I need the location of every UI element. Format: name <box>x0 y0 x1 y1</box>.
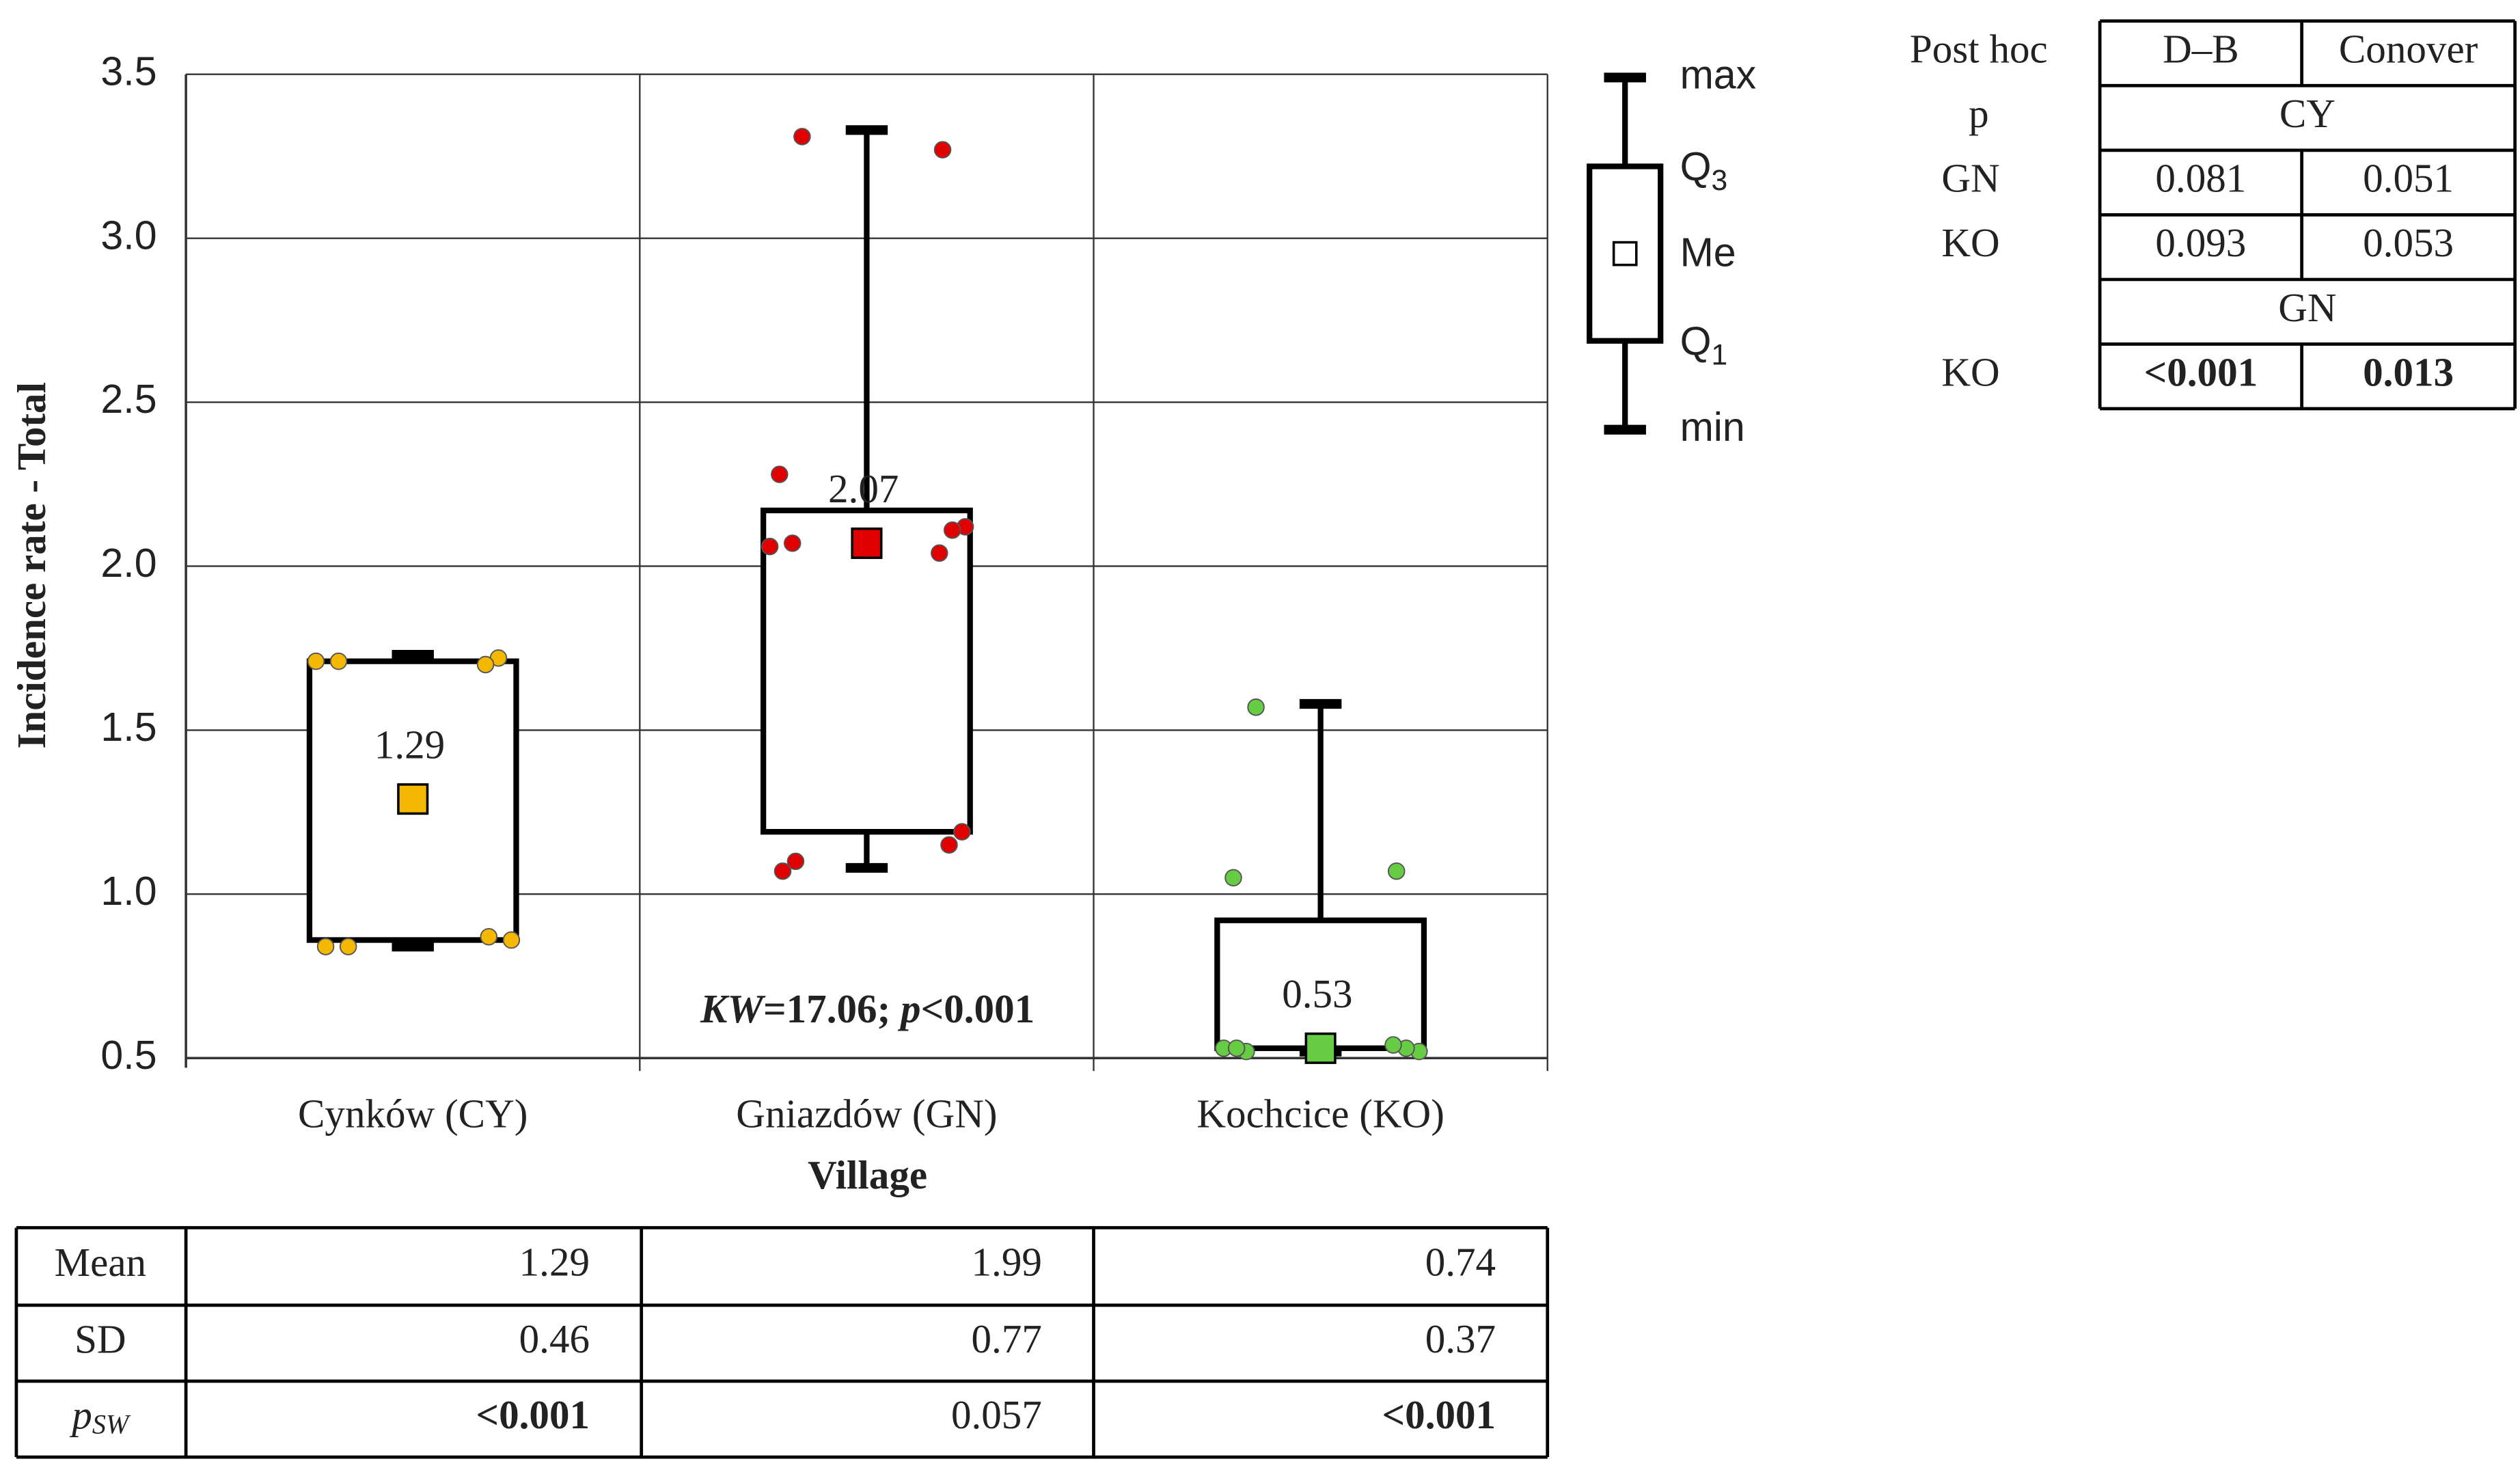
data-point <box>329 652 348 670</box>
data-point <box>480 927 498 946</box>
data-point <box>773 862 792 880</box>
legend-main: min <box>1680 404 1745 449</box>
legend-sub: 3 <box>1712 164 1728 197</box>
annotation-part: p <box>897 986 921 1031</box>
cell: 0.081 <box>2155 156 2246 201</box>
legend-main: max <box>1680 52 1757 97</box>
annotation-part: <0.001 <box>921 986 1035 1031</box>
group-header: GN <box>2278 285 2336 330</box>
data-point <box>316 938 335 955</box>
data-point <box>940 836 958 854</box>
y-tick-label: 3.5 <box>100 49 156 94</box>
box-group: 1.29 <box>306 649 521 955</box>
cell: 0.37 <box>1425 1316 1496 1361</box>
cell: 1.99 <box>972 1240 1042 1285</box>
cell: <0.001 <box>1382 1392 1496 1437</box>
data-point <box>1247 698 1265 716</box>
cell: 0.051 <box>2363 156 2454 201</box>
header-cell: D–B <box>2163 27 2239 72</box>
data-point <box>793 128 811 146</box>
header-cell: Post hoc <box>1910 27 2048 72</box>
row-label: Mean <box>55 1240 147 1285</box>
y-tick-label: 2.5 <box>100 377 156 422</box>
data-point <box>761 537 779 556</box>
median-label: 1.29 <box>374 722 445 767</box>
legend-main: Me <box>1680 230 1736 275</box>
cell: 0.093 <box>2155 220 2246 265</box>
row-label: GN <box>1941 156 1999 201</box>
data-point <box>1224 869 1242 887</box>
row-label-part: p <box>69 1392 92 1437</box>
data-point <box>1227 1039 1246 1057</box>
data-point <box>786 852 805 871</box>
data-point <box>1387 862 1406 880</box>
cell: 0.77 <box>972 1316 1042 1361</box>
row-label: SD <box>74 1316 126 1361</box>
row-label: KO <box>1941 220 1999 265</box>
x-tick-label: Kochcice (KO) <box>1196 1091 1444 1136</box>
median-marker <box>1304 1032 1337 1064</box>
data-point <box>931 544 948 562</box>
legend-main: Q <box>1680 318 1712 364</box>
annotation-part: KW <box>700 986 765 1031</box>
legend-label: min <box>1680 404 1745 449</box>
row-label-part: SD <box>74 1316 126 1361</box>
cell: 0.057 <box>951 1392 1042 1437</box>
cell: 0.053 <box>2363 220 2454 265</box>
group-header: CY <box>2279 91 2336 136</box>
header-cell: Conover <box>2339 27 2478 72</box>
y-tick-label: 2.0 <box>100 541 156 586</box>
data-point <box>943 521 961 539</box>
data-point <box>476 655 495 674</box>
legend-label: Q1 <box>1680 318 1728 372</box>
legend-label: max <box>1680 52 1757 97</box>
y-axis-title: Incidence rate - Total <box>9 382 54 749</box>
sub-header: p <box>1969 91 1989 136</box>
median-label: 2.07 <box>828 466 899 511</box>
data-point <box>307 652 325 670</box>
cell: 1.29 <box>519 1240 590 1285</box>
y-tick-label: 1.5 <box>100 705 156 750</box>
x-axis-title: Village <box>808 1152 927 1197</box>
legend-main: Q <box>1680 144 1712 189</box>
row-label-part: SW <box>92 1409 131 1440</box>
box-group: 2.07 <box>761 125 974 880</box>
data-point <box>771 465 789 483</box>
cell: <0.001 <box>2144 349 2258 394</box>
legend-sub: 1 <box>1712 339 1728 372</box>
row-label: pSW <box>69 1392 131 1439</box>
box-group: 0.53 <box>1214 698 1428 1064</box>
data-point <box>502 931 521 949</box>
median-marker <box>851 527 883 559</box>
annotation-part: =17.06; <box>763 986 901 1031</box>
data-point <box>783 534 802 552</box>
x-tick-label: Gniazdów (GN) <box>736 1091 997 1136</box>
row-label: KO <box>1941 349 1999 394</box>
legend-box <box>1587 163 1664 344</box>
data-point <box>339 938 357 955</box>
data-point <box>953 823 971 841</box>
cell: <0.001 <box>476 1392 590 1437</box>
row-label-part: Mean <box>55 1240 147 1285</box>
median-label: 0.53 <box>1282 971 1352 1016</box>
y-tick-label: 0.5 <box>100 1033 156 1078</box>
data-point <box>933 141 952 159</box>
y-tick-label: 3.0 <box>100 213 156 258</box>
x-tick-label: Cynków (CY) <box>298 1091 528 1136</box>
y-tick-label: 1.0 <box>100 869 156 914</box>
data-point <box>1384 1036 1402 1054</box>
box <box>761 507 973 835</box>
annotation: KW=17.06; p<0.001 <box>700 986 1035 1031</box>
cell: 0.74 <box>1425 1240 1496 1285</box>
legend-label: Me <box>1680 230 1736 275</box>
legend-median <box>1612 241 1638 267</box>
median-marker <box>397 783 429 815</box>
cell: 0.46 <box>519 1316 590 1361</box>
cell: 0.013 <box>2363 349 2454 394</box>
legend-label: Q3 <box>1680 144 1728 198</box>
